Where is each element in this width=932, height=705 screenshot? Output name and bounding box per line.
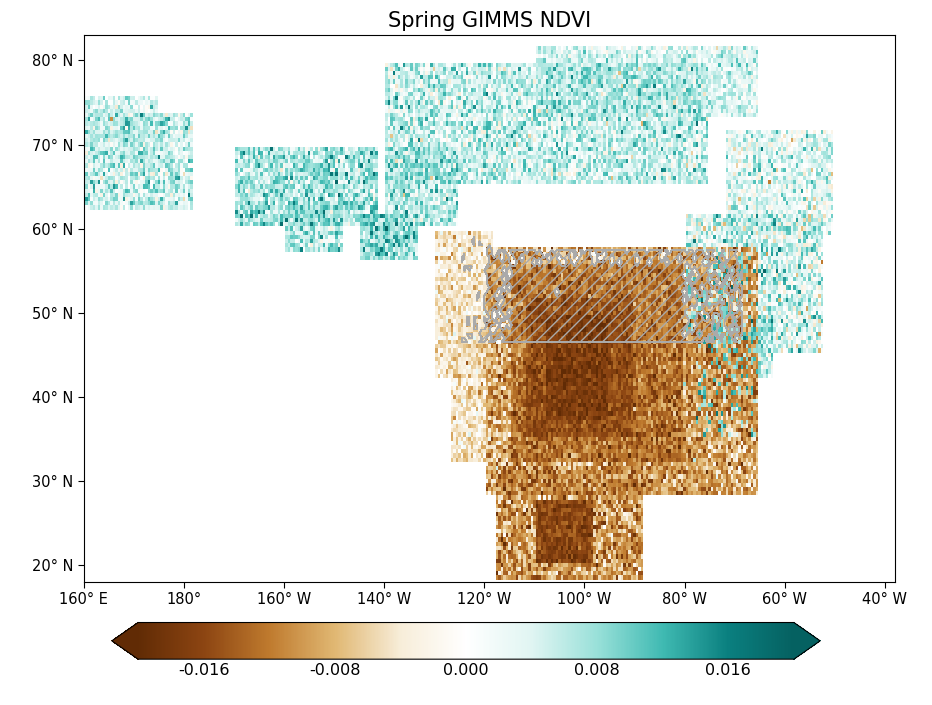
Title: Spring GIMMS NDVI: Spring GIMMS NDVI [388, 11, 591, 31]
PathPatch shape [794, 623, 820, 659]
PathPatch shape [112, 623, 138, 659]
